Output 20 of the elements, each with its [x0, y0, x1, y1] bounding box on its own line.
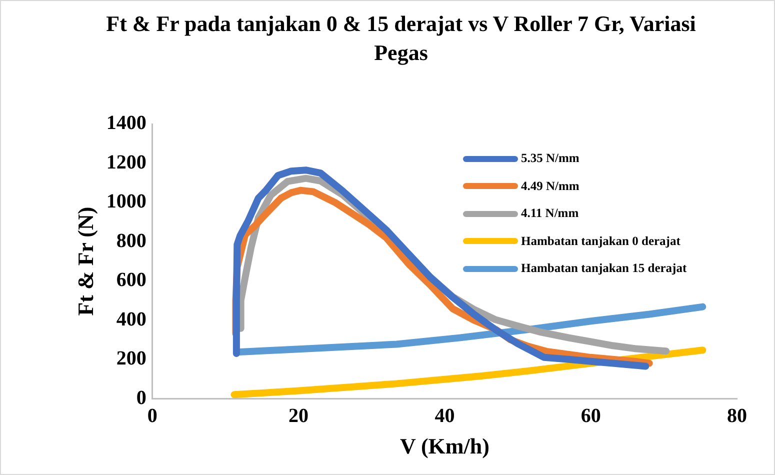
legend-label: Hambatan tanjakan 0 derajat	[521, 234, 680, 249]
legend-label: 4.49 N/mm	[521, 178, 580, 194]
y-axis-title: Ft & Fr (N)	[72, 206, 98, 316]
chart-title: Ft & Fr pada tanjakan 0 & 15 derajat vs V Roller 7 Gr, Variasi Pegas	[105, 10, 697, 67]
x-tick-label: 80	[727, 404, 747, 427]
y-tick-label: 800	[116, 230, 146, 252]
y-tick-label: 200	[116, 348, 146, 370]
x-tick-label: 20	[288, 404, 309, 427]
x-tick-label: 60	[580, 404, 601, 427]
y-tick-label: 1200	[106, 151, 146, 174]
y-tick-label: 600	[116, 269, 146, 292]
x-axis-title: V (Km/h)	[400, 433, 490, 458]
legend-label: 4.11 N/mm	[521, 206, 579, 222]
x-tick-label: 40	[434, 404, 455, 427]
y-tick-label: 400	[116, 308, 146, 330]
y-tick-label: 1000	[106, 190, 146, 213]
y-tick-label: 1400	[106, 112, 146, 134]
y-tick-label: 0	[136, 386, 146, 409]
legend-label: 5.35 N/mm	[521, 151, 580, 166]
legend-label: Hambatan tanjakan 15 derajat	[521, 261, 687, 276]
